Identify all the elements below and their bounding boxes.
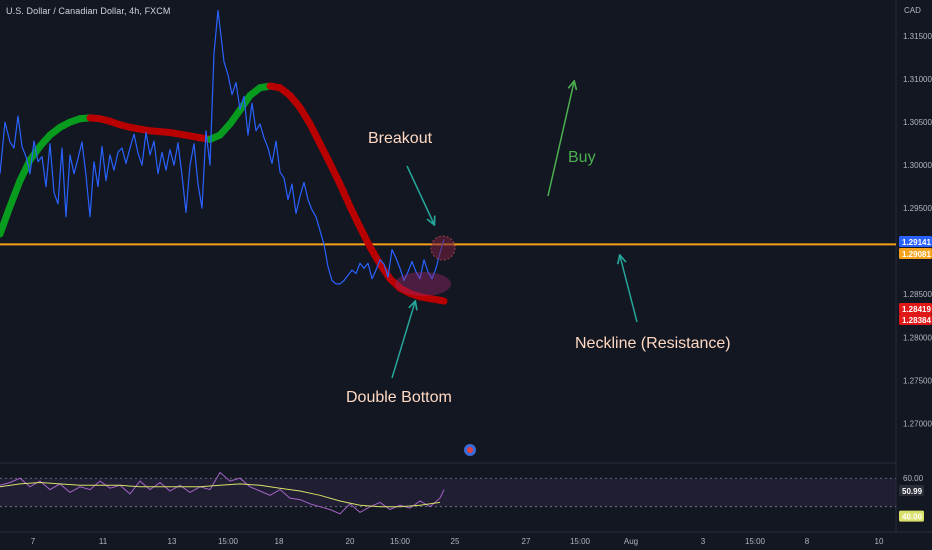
x-tick-label: 3 <box>701 537 706 546</box>
y-tick-label: 1.27500 <box>903 376 932 385</box>
price-badge-label: 1.28419 <box>902 305 931 314</box>
y-tick-label: 1.31000 <box>903 75 932 84</box>
double-bottom-annotation: Double Bottom <box>346 389 452 406</box>
rsi-value-badge <box>899 485 924 497</box>
price-badge-label: 1.29141 <box>902 238 931 247</box>
buy-annotation: Buy <box>568 149 596 166</box>
x-tick-label: Aug <box>624 537 638 546</box>
rsi-value-label: 50.99 <box>902 487 923 496</box>
moving-average-segment <box>316 140 334 167</box>
x-tick-label: 10 <box>875 537 884 546</box>
x-tick-label: 13 <box>168 537 177 546</box>
neckline-arrow <box>620 256 638 323</box>
buy-arrow <box>547 82 574 197</box>
moving-average-segment <box>346 202 364 231</box>
moving-average-segment <box>356 223 374 251</box>
y-tick-label: 1.30000 <box>903 161 932 170</box>
moving-average-segment <box>306 120 324 148</box>
breakout-annotation: Breakout <box>368 130 433 147</box>
x-tick-label: 15:00 <box>218 537 239 546</box>
moving-average-segment <box>0 202 14 238</box>
moving-average-segment <box>436 296 448 305</box>
rsi-band <box>0 478 896 507</box>
x-tick-label: 15:00 <box>745 537 766 546</box>
rsi-tick-label: 60.00 <box>903 474 924 483</box>
x-tick-label: 15:00 <box>390 537 411 546</box>
breakout-highlight <box>430 235 456 261</box>
price-badge-label: 1.28384 <box>902 316 931 325</box>
breakout-arrow <box>406 165 434 224</box>
x-tick-label: 27 <box>522 537 531 546</box>
rsi-ma-line <box>0 481 441 508</box>
moving-average-segment <box>326 159 344 188</box>
currency-label: CAD <box>904 6 921 15</box>
moving-average-segment <box>336 180 354 210</box>
price-badge <box>899 303 932 314</box>
x-tick-label: 7 <box>31 537 36 546</box>
rsi-lower-badge <box>899 510 924 522</box>
double-bottom-arrow <box>391 302 415 379</box>
x-tick-label: 15:00 <box>570 537 591 546</box>
y-tick-label: 1.28500 <box>903 290 932 299</box>
price-badge-label: 1.29081 <box>902 250 931 259</box>
y-tick-label: 1.28000 <box>903 333 932 342</box>
price-badge <box>899 248 932 259</box>
y-tick-label: 1.27000 <box>903 419 932 428</box>
y-tick-label: 1.31500 <box>903 32 932 41</box>
moving-average-segment <box>16 156 34 185</box>
y-tick-label: 1.30500 <box>903 118 932 127</box>
y-tick-label: 1.29500 <box>903 204 932 213</box>
price-line <box>0 9 445 285</box>
neckline-annotation: Neckline (Resistance) <box>575 335 731 352</box>
rsi-lower-label: 40.00 <box>902 513 923 522</box>
double-bottom-highlight <box>395 272 451 296</box>
price-badge <box>899 314 932 325</box>
x-tick-label: 8 <box>805 537 810 546</box>
rsi-line <box>0 471 445 515</box>
x-tick-label: 18 <box>275 537 284 546</box>
x-tick-label: 25 <box>451 537 460 546</box>
symbol-title: U.S. Dollar / Canadian Dollar, 4h, FXCM <box>6 6 171 16</box>
moving-average-segment <box>6 177 24 210</box>
price-badge <box>899 236 932 247</box>
event-flag-icon-center <box>467 447 473 453</box>
x-tick-label: 11 <box>99 537 108 546</box>
x-tick-label: 20 <box>346 537 355 546</box>
